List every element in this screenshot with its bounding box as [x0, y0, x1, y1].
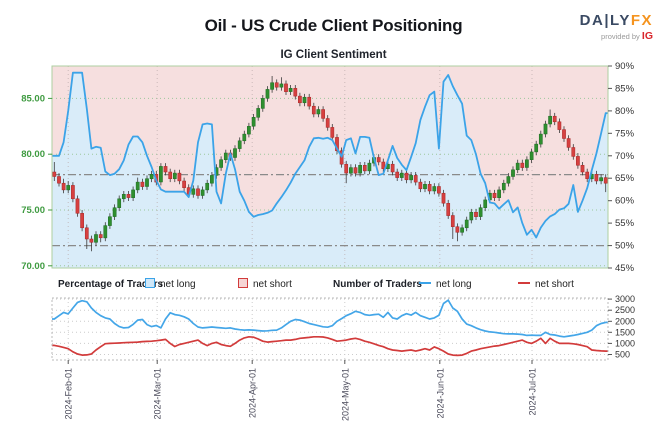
pct-tick-label: 65% [615, 173, 635, 184]
net-short-swatch-icon [238, 278, 248, 288]
legend-pct-net-long: net long [145, 277, 196, 293]
pct-tick-label: 90% [615, 61, 635, 72]
legend-num-net-long: net long [419, 277, 472, 293]
dailyfx-logo: DA|LYFX provided by IG [579, 12, 653, 42]
count-tick-label: 2000 [615, 316, 635, 326]
count-tick-label: 1500 [615, 327, 635, 337]
net-long-area [52, 72, 608, 268]
legend-pct-of-traders-label: Percentage of Traders [58, 279, 164, 290]
net-short-line-icon [518, 282, 530, 284]
pct-tick-label: 75% [615, 128, 635, 139]
net-long-pct-line [52, 71, 608, 239]
date-tick-label: 2024-Mar-01 [153, 368, 163, 420]
price-tick-label: 80.00 [21, 149, 45, 160]
ig-logo: IG [641, 29, 653, 42]
provided-by-ig: provided by IG [601, 29, 653, 42]
pct-tick-label: 45% [615, 263, 635, 274]
net-long-line-icon [419, 282, 431, 284]
legend: Percentage of Traders net long net short… [0, 277, 667, 293]
net-long-count-line [52, 299, 608, 338]
price-tick-label: 70.00 [21, 261, 45, 272]
legend-pct-net-short: net short [238, 277, 292, 293]
date-tick-label: 2024-Jun-01 [435, 368, 445, 419]
count-tick-label: 1000 [615, 338, 635, 348]
count-tick-label: 3000 [615, 294, 635, 304]
chart-subtitle: IG Client Sentiment [280, 49, 387, 61]
net-short-count-line [52, 335, 608, 357]
pct-tick-label: 50% [615, 241, 635, 252]
main-chart: 85.00 80.00 75.00 70.00 90% 85% 80% 75% 70% 65% 60… [21, 61, 634, 274]
pct-tick-label: 85% [615, 83, 635, 94]
page-title: Oil - US Crude Client Positioning [204, 16, 463, 35]
legend-num-net-short: net short [518, 277, 574, 293]
date-tick-label: 2024-May-01 [340, 368, 350, 421]
legend-num-of-traders-label: Number of Traders [333, 279, 422, 290]
pct-tick-label: 80% [615, 106, 635, 117]
candlestick-series [52, 76, 608, 252]
price-tick-label: 75.00 [21, 205, 45, 216]
date-tick-label: 2024-Jul-01 [528, 368, 538, 416]
pct-tick-label: 55% [615, 218, 635, 229]
price-tick-label: 85.00 [21, 93, 45, 104]
count-tick-label: 2500 [615, 305, 635, 315]
count-tick-label: 500 [615, 350, 630, 360]
net-long-swatch-icon [145, 278, 155, 288]
pct-tick-label: 60% [615, 196, 635, 207]
dailyfx-wordmark: DA|LYFX [579, 12, 653, 29]
date-tick-label: 2024-Feb-01 [64, 368, 74, 420]
date-tick-label: 2024-Apr-01 [248, 368, 258, 418]
pct-tick-label: 70% [615, 151, 635, 162]
